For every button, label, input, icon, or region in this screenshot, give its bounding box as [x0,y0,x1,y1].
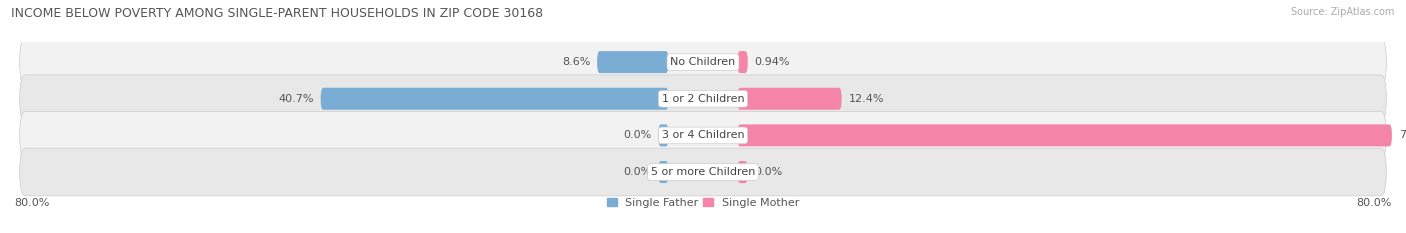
Text: 0.0%: 0.0% [623,167,651,177]
Text: 3 or 4 Children: 3 or 4 Children [662,130,744,140]
FancyBboxPatch shape [20,75,1386,123]
Text: 76.3%: 76.3% [1399,130,1406,140]
FancyBboxPatch shape [20,148,1386,196]
FancyBboxPatch shape [20,112,1386,159]
Text: 1 or 2 Children: 1 or 2 Children [662,94,744,104]
Text: 40.7%: 40.7% [278,94,314,104]
Text: 80.0%: 80.0% [1357,198,1392,208]
FancyBboxPatch shape [738,124,1392,146]
FancyBboxPatch shape [321,88,669,110]
Text: 0.0%: 0.0% [755,167,783,177]
FancyBboxPatch shape [598,51,669,73]
FancyBboxPatch shape [738,161,748,183]
Text: No Children: No Children [671,57,735,67]
Text: 80.0%: 80.0% [14,198,49,208]
Text: 0.0%: 0.0% [623,130,651,140]
FancyBboxPatch shape [658,124,669,146]
Text: 8.6%: 8.6% [562,57,591,67]
FancyBboxPatch shape [738,88,842,110]
Text: 5 or more Children: 5 or more Children [651,167,755,177]
FancyBboxPatch shape [738,51,748,73]
Text: INCOME BELOW POVERTY AMONG SINGLE-PARENT HOUSEHOLDS IN ZIP CODE 30168: INCOME BELOW POVERTY AMONG SINGLE-PARENT… [11,7,543,20]
Text: Source: ZipAtlas.com: Source: ZipAtlas.com [1291,7,1395,17]
Text: 0.94%: 0.94% [755,57,790,67]
Legend: Single Father, Single Mother: Single Father, Single Mother [602,194,804,212]
FancyBboxPatch shape [20,38,1386,86]
Text: 12.4%: 12.4% [849,94,884,104]
FancyBboxPatch shape [658,161,669,183]
